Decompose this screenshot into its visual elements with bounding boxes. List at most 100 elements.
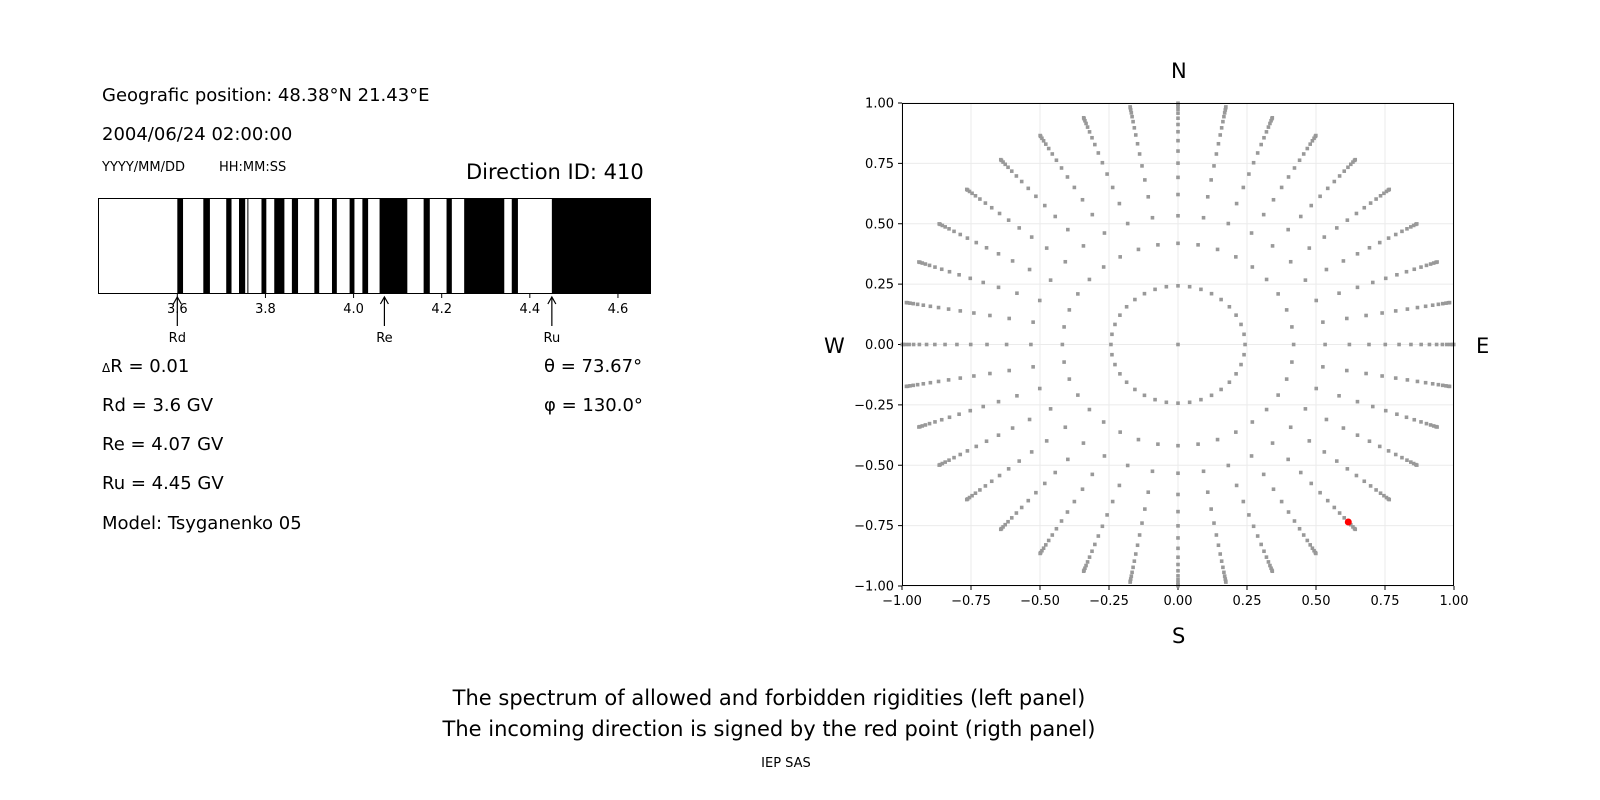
data-point (1384, 189, 1389, 194)
data-point (923, 423, 928, 427)
data-point (1133, 387, 1137, 392)
data-point (1348, 522, 1353, 527)
data-point (1176, 213, 1180, 218)
forbidden-band (314, 198, 320, 294)
data-point (1271, 487, 1276, 492)
data-point (958, 232, 963, 237)
data-point (1284, 308, 1289, 312)
y-tick-label: 1.00 (865, 97, 894, 112)
data-point (1065, 175, 1070, 179)
data-point (1059, 166, 1064, 170)
data-point (1093, 142, 1097, 147)
data-point (1314, 133, 1318, 138)
data-point (984, 439, 989, 444)
data-point (927, 263, 932, 268)
x-tick-label: 0.25 (1233, 594, 1262, 609)
data-point (1424, 421, 1429, 426)
data-point (1447, 384, 1452, 389)
data-point (1250, 265, 1255, 269)
forbidden-band (349, 198, 355, 294)
data-point (1411, 223, 1416, 228)
y-tick-label: −0.75 (854, 519, 894, 534)
data-point (1130, 570, 1134, 575)
data-point (1249, 454, 1254, 458)
data-point (1176, 129, 1180, 134)
data-point (911, 383, 916, 388)
data-point (1150, 469, 1155, 474)
data-point (1176, 555, 1180, 560)
data-point (1143, 507, 1147, 511)
data-point (1176, 443, 1180, 448)
data-point (1209, 178, 1213, 182)
data-point (1212, 521, 1216, 525)
data-point (1323, 342, 1327, 347)
data-point (1083, 566, 1087, 571)
data-point (1382, 493, 1386, 498)
data-point (1081, 441, 1086, 445)
data-point (1102, 454, 1107, 458)
data-point (1042, 481, 1047, 486)
data-point (1014, 174, 1019, 178)
data-point (1087, 130, 1092, 134)
data-point (1314, 551, 1318, 556)
data-point (1031, 320, 1035, 324)
direction-scatter-chart: −1.00−1.00 −0.75 −0.75 −0.50 −0.50 −0.25 −0.25… (854, 97, 1468, 610)
data-point (1084, 121, 1088, 126)
data-point (1146, 490, 1151, 494)
data-point (1062, 325, 1066, 329)
data-point (1109, 342, 1113, 347)
data-point (1128, 577, 1133, 581)
forbidden-band (247, 198, 249, 294)
data-point (1135, 141, 1140, 146)
data-point (1412, 267, 1417, 272)
data-point (996, 433, 1001, 437)
data-point (1405, 458, 1409, 462)
data-point (1118, 313, 1122, 317)
data-point (1409, 225, 1413, 229)
data-point (1243, 342, 1247, 347)
data-point (996, 399, 1001, 404)
data-point (1201, 215, 1206, 220)
data-point (1076, 292, 1080, 296)
data-point (1314, 386, 1319, 391)
data-point (1227, 304, 1232, 309)
data-point (1325, 186, 1330, 191)
data-point (1142, 291, 1147, 296)
data-point (1269, 118, 1273, 123)
data-point (1029, 235, 1034, 239)
data-point (1312, 136, 1316, 141)
data-point (1264, 555, 1269, 559)
data-point (1053, 214, 1058, 219)
data-point (1019, 505, 1024, 510)
data-point (1270, 441, 1275, 445)
data-point (1118, 430, 1122, 434)
data-point (1019, 179, 1024, 184)
data-point (1251, 160, 1256, 165)
y-tick-label: −0.25 (854, 398, 894, 413)
data-point (1081, 115, 1086, 120)
data-point (952, 455, 956, 460)
data-point (1393, 309, 1398, 313)
data-point (1427, 342, 1432, 347)
data-point (1247, 513, 1251, 517)
data-point (952, 229, 956, 234)
data-point (1346, 165, 1350, 170)
data-point (1380, 374, 1384, 378)
data-point (1286, 175, 1291, 179)
data-point (973, 193, 978, 198)
direction-id: Direction ID: 410 (466, 160, 644, 184)
data-point (1038, 551, 1042, 556)
x-tick-label: 1.00 (1440, 594, 1469, 609)
data-point (1322, 235, 1327, 239)
data-point (947, 458, 951, 462)
data-point (1009, 516, 1014, 520)
data-point (1347, 342, 1352, 347)
data-point (1318, 490, 1322, 495)
data-point (1247, 172, 1251, 176)
data-point (1017, 226, 1022, 230)
delta-r: ΔR = 0.01 (102, 356, 189, 377)
data-point (965, 449, 970, 453)
data-point (1367, 342, 1371, 347)
data-point (967, 189, 972, 194)
data-point (958, 309, 963, 313)
